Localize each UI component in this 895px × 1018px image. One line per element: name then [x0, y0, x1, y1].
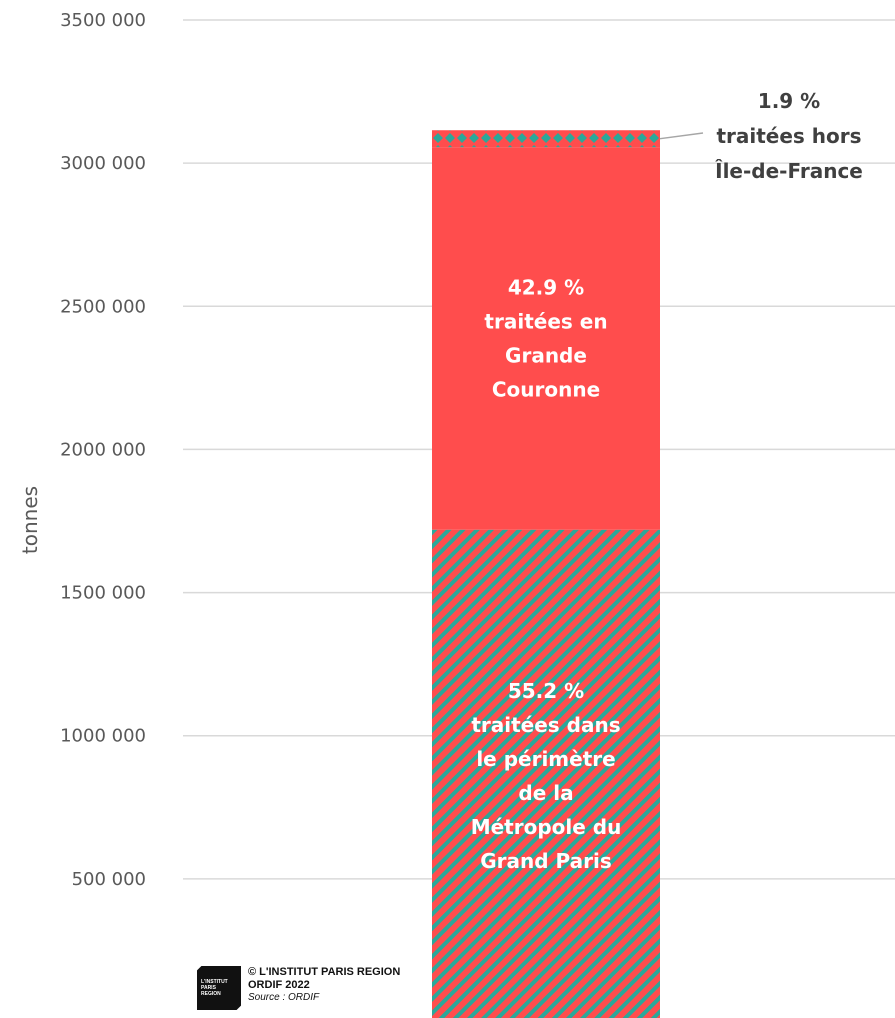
logo-text-2: PARIS: [201, 985, 216, 991]
bar-segment-hors: [432, 130, 660, 148]
stacked-bar: [432, 130, 660, 1018]
logo-text-3: REGION: [201, 991, 221, 997]
y-axis-ticks: 500 000 1000 000 1500 000 2000 000 2500 000 3…: [60, 10, 146, 890]
credit-block: L'INSTITUT PARIS REGION © L'INSTITUT PAR…: [197, 966, 400, 1010]
credit-source: Source : ORDIF: [248, 992, 320, 1003]
institut-logo: L'INSTITUT PARIS REGION: [197, 966, 241, 1010]
y-axis-label: tonnes: [18, 486, 42, 554]
y-tick-label: 3000 000: [60, 153, 146, 174]
y-tick-label: 500 000: [72, 869, 146, 890]
y-tick-label: 1000 000: [60, 726, 146, 747]
y-tick-label: 1500 000: [60, 583, 146, 604]
leader-line: [659, 132, 704, 140]
segment-label-hors: 1.9 % traitées hors Île-de-France: [715, 89, 863, 183]
data-labels: 55.2 % traitées dans le périmètre de la Métr…: [471, 89, 863, 873]
credit-year: ORDIF 2022: [248, 979, 310, 991]
credit-text: © L'INSTITUT PARIS REGION ORDIF 2022 Sou…: [248, 966, 400, 1004]
segment-label-mgp: 55.2 % traitées dans le périmètre de la Métr…: [471, 679, 622, 873]
bar-segment-gc: [432, 147, 660, 530]
logo-text-1: L'INSTITUT: [201, 979, 228, 985]
credit-copyright: © L'INSTITUT PARIS REGION: [248, 966, 401, 978]
y-tick-label: 2500 000: [60, 296, 146, 317]
segment-label-gc: 42.9 % traitées en Grande Couronne: [484, 275, 607, 401]
y-tick-label: 2000 000: [60, 439, 146, 460]
y-tick-label: 3500 000: [60, 10, 146, 31]
bar-segment-mgp: [432, 529, 660, 1018]
